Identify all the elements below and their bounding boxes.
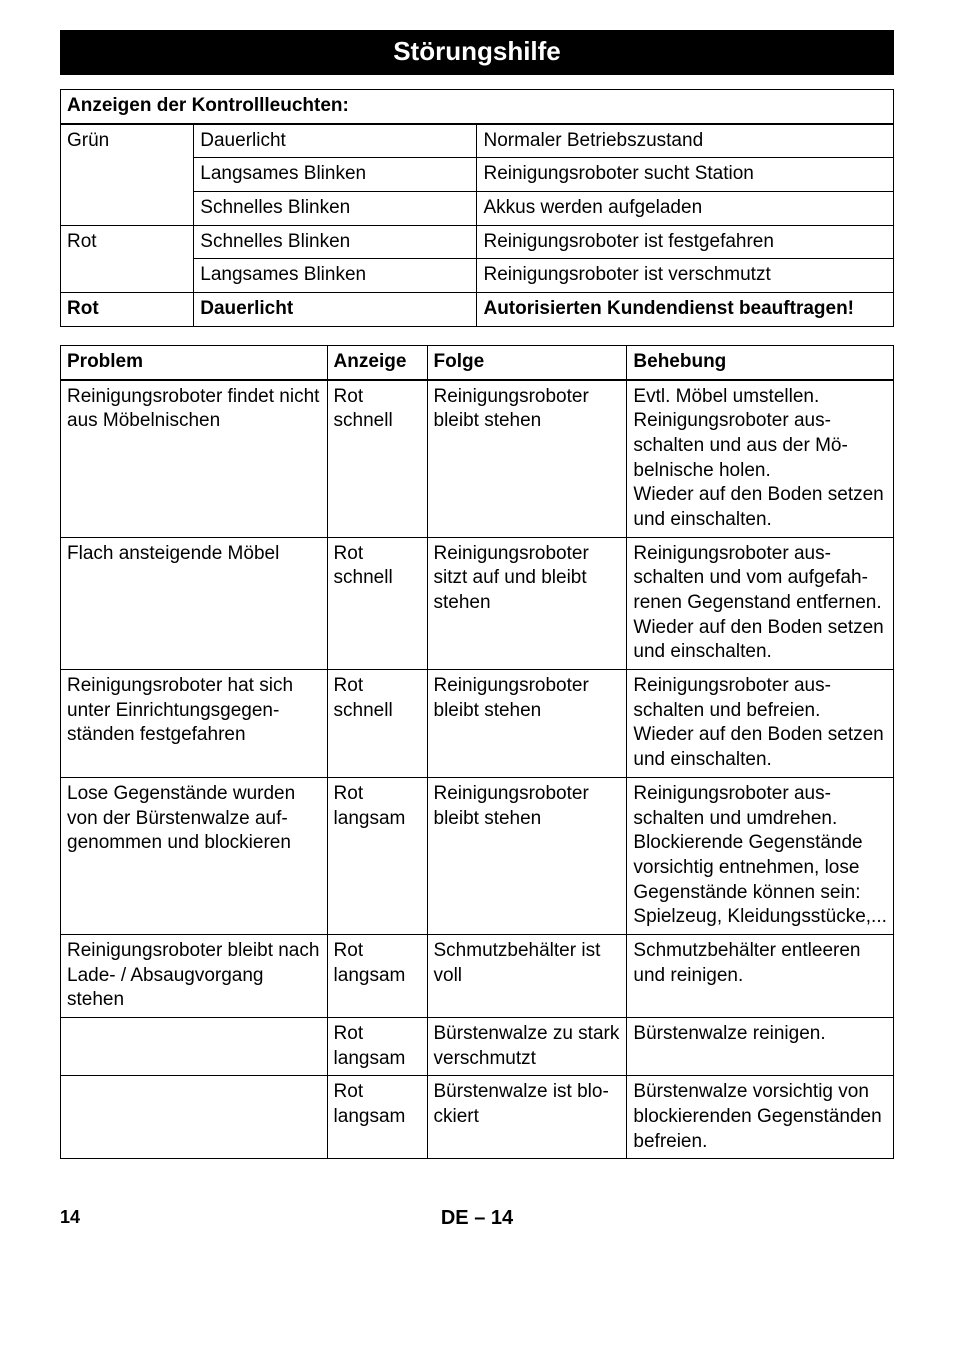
cell-problem [61, 1018, 328, 1076]
cell-anzeige: Rot langsam [327, 1018, 427, 1076]
cell-meaning: Akkus werden aufgeladen [477, 192, 894, 226]
cell-mode: Langsames Blinken [194, 259, 477, 293]
table-row: Rot langsam Bürstenwalze ist blo­ckiert … [61, 1076, 894, 1159]
cell-mode: Dauerlicht [194, 124, 477, 158]
cell-mode: Schnelles Blinken [194, 225, 477, 259]
table-row: Rot Schnelles Blinken Reinigungsroboter … [61, 225, 894, 259]
cell-anzeige: Rot langsam [327, 777, 427, 934]
cell-problem: Reinigungsroboter hat sich unter Einrich… [61, 670, 328, 778]
cell-meaning: Reinigungsroboter ist festgefahren [477, 225, 894, 259]
cell-behebung: Reinigungsroboter aus­schalten und vom a… [627, 537, 894, 669]
cell-color: Rot [61, 293, 194, 327]
cell-folge: Bürstenwalze zu stark verschmutzt [427, 1018, 627, 1076]
cell-problem: Flach ansteigende Möbel [61, 537, 328, 669]
problem-table: Problem Anzeige Folge Behebung Reinigung… [60, 345, 894, 1160]
table-row: Rot Dauerlicht Autorisierten Kundendiens… [61, 293, 894, 327]
col-anzeige: Anzeige [327, 345, 427, 379]
cell-behebung: Reinigungsroboter aus­schalten und befre… [627, 670, 894, 778]
cell-behebung: Reinigungsroboter aus­schalten und umdre… [627, 777, 894, 934]
table-row: Reinigungsroboter bleibt nach Lade- / Ab… [61, 934, 894, 1017]
cell-behebung: Bürstenwalze vorsichtig von blockierende… [627, 1076, 894, 1159]
indicator-table: Anzeigen der Kontrollleuchten: Grün Daue… [60, 89, 894, 327]
table-row: Rot langsam Bürstenwalze zu stark versch… [61, 1018, 894, 1076]
cell-problem: Reinigungsroboter findet nicht aus Möbel… [61, 380, 328, 538]
cell-color: Rot [61, 225, 194, 292]
cell-meaning: Reinigungsroboter ist verschmutzt [477, 259, 894, 293]
cell-behebung: Bürstenwalze reinigen. [627, 1018, 894, 1076]
cell-folge: Reinigungsroboter bleibt stehen [427, 380, 627, 538]
col-folge: Folge [427, 345, 627, 379]
cell-problem [61, 1076, 328, 1159]
cell-anzeige: Rot schnell [327, 670, 427, 778]
cell-meaning: Normaler Betriebszustand [477, 124, 894, 158]
cell-anzeige: Rot langsam [327, 934, 427, 1017]
table-row: Reinigungsroboter hat sich unter Einrich… [61, 670, 894, 778]
cell-problem: Lose Gegenstände wurden von der Bürstenw… [61, 777, 328, 934]
cell-color: Grün [61, 124, 194, 226]
cell-mode: Dauerlicht [194, 293, 477, 327]
cell-anzeige: Rot schnell [327, 537, 427, 669]
table-row: Lose Gegenstände wurden von der Bürstenw… [61, 777, 894, 934]
cell-behebung: Schmutzbehälter entleeren und reinigen. [627, 934, 894, 1017]
table-header-row: Problem Anzeige Folge Behebung [61, 345, 894, 379]
col-behebung: Behebung [627, 345, 894, 379]
cell-meaning: Autorisierten Kundendienst beauftragen! [477, 293, 894, 327]
table-row: Flach ansteigende Möbel Rot schnell Rein… [61, 537, 894, 669]
cell-folge: Schmutzbehälter ist voll [427, 934, 627, 1017]
cell-meaning: Reinigungsroboter sucht Station [477, 158, 894, 192]
page-title: Störungshilfe [60, 30, 894, 75]
cell-behebung: Evtl. Möbel umstellen. Reinigungsroboter… [627, 380, 894, 538]
footer-locale: DE – 14 [441, 1207, 513, 1230]
table-row: Grün Dauerlicht Normaler Betriebszustand [61, 124, 894, 158]
cell-folge: Reinigungsroboter bleibt stehen [427, 670, 627, 778]
footer-page-number: 14 [60, 1207, 80, 1228]
cell-problem: Reinigungsroboter bleibt nach Lade- / Ab… [61, 934, 328, 1017]
table-row: Reinigungsroboter findet nicht aus Möbel… [61, 380, 894, 538]
cell-mode: Langsames Blinken [194, 158, 477, 192]
cell-anzeige: Rot langsam [327, 1076, 427, 1159]
col-problem: Problem [61, 345, 328, 379]
cell-folge: Bürstenwalze ist blo­ckiert [427, 1076, 627, 1159]
indicator-table-header: Anzeigen der Kontrollleuchten: [61, 90, 894, 124]
cell-mode: Schnelles Blinken [194, 192, 477, 226]
cell-folge: Reinigungsroboter bleibt stehen [427, 777, 627, 934]
cell-folge: Reinigungsroboter sitzt auf und bleibt s… [427, 537, 627, 669]
cell-anzeige: Rot schnell [327, 380, 427, 538]
